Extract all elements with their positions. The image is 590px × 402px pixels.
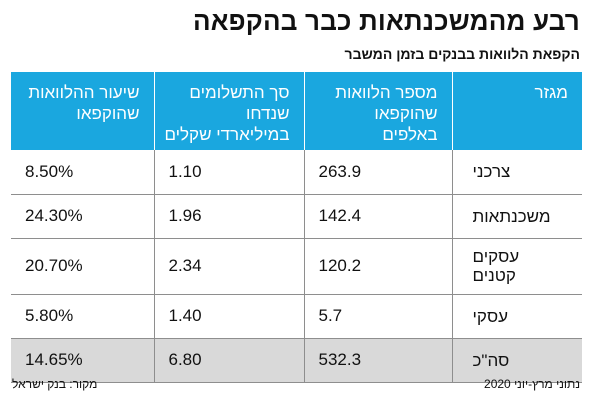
sector-cell: סה"כ	[451, 338, 582, 383]
column-header-line: שנדחו	[245, 104, 290, 123]
loans-cell: 120.2	[303, 238, 452, 295]
column-header-line: במיליארדי שקלים	[164, 125, 290, 144]
column-header-line: שהוקפאו	[374, 104, 438, 123]
column-header-line: שהוקפאו	[76, 104, 140, 123]
payments-cell: 1.40	[153, 294, 304, 339]
column-header-line: מגזר	[534, 83, 568, 102]
loans-cell: 532.3	[303, 338, 452, 383]
payments-cell: 6.80	[153, 338, 304, 383]
table-row: צרכני 263.9 1.10 8.50%	[11, 150, 582, 195]
data-table: מגזר מספר הלוואות שהוקפאו באלפים סך התשל…	[11, 72, 582, 383]
column-header-line: סך התשלומים	[189, 83, 290, 102]
column-header-line: באלפים	[382, 125, 438, 144]
sector-cell: עסקי	[451, 294, 582, 339]
page-title: רבע מהמשכנתאות כבר בהקפאה	[192, 6, 580, 36]
column-header-loans: מספר הלוואות שהוקפאו באלפים	[303, 72, 452, 150]
rate-cell: 5.80%	[11, 294, 154, 339]
rate-cell: 20.70%	[11, 238, 154, 295]
rate-cell: 24.30%	[11, 194, 154, 239]
column-header-line: שיעור ההלוואות	[28, 83, 140, 102]
sector-cell: עסקים קטנים	[451, 238, 582, 295]
page-subtitle: הקפאת הלוואות בבנקים בזמן המשבר	[344, 46, 580, 62]
column-header-payments: סך התשלומים שנדחו במיליארדי שקלים	[153, 72, 304, 150]
loans-cell: 142.4	[303, 194, 452, 239]
data-period-note: נתוני מרץ-יוני 2020	[484, 377, 580, 391]
rate-cell: 14.65%	[11, 338, 154, 383]
payments-cell: 2.34	[153, 238, 304, 295]
loans-cell: 263.9	[303, 150, 452, 195]
column-header-line: מספר הלוואות	[335, 83, 438, 102]
payments-cell: 1.10	[153, 150, 304, 195]
table-row: משכנתאות 142.4 1.96 24.30%	[11, 194, 582, 239]
loans-cell: 5.7	[303, 294, 452, 339]
table-row: עסקים קטנים 120.2 2.34 20.70%	[11, 238, 582, 295]
payments-cell: 1.96	[153, 194, 304, 239]
sector-cell: צרכני	[451, 150, 582, 195]
source-credit: מקור: בנק ישראל	[12, 377, 98, 391]
table-header-row: מגזר מספר הלוואות שהוקפאו באלפים סך התשל…	[11, 72, 582, 150]
sector-cell: משכנתאות	[451, 194, 582, 239]
rate-cell: 8.50%	[11, 150, 154, 195]
column-header-rate: שיעור ההלוואות שהוקפאו	[11, 72, 154, 150]
table-row-total: סה"כ 532.3 6.80 14.65%	[11, 338, 582, 383]
column-header-sector: מגזר	[451, 72, 582, 150]
table-row: עסקי 5.7 1.40 5.80%	[11, 294, 582, 339]
